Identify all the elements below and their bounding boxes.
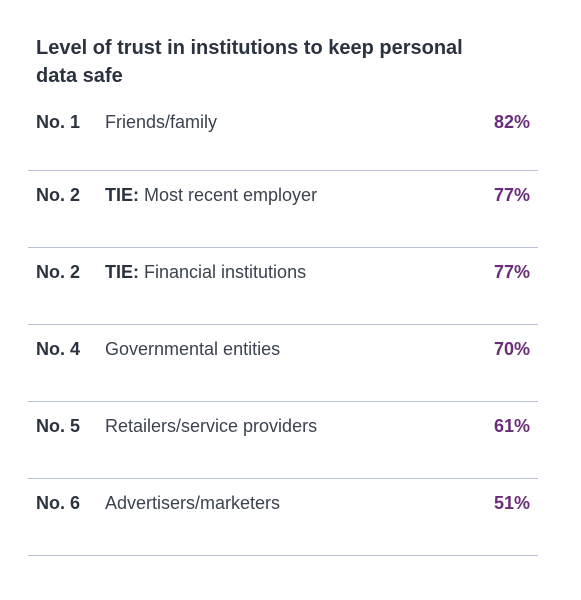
- row-divider: [28, 478, 538, 479]
- percent-value: 61%: [493, 416, 530, 436]
- institution-label: Friends/family: [105, 112, 217, 133]
- table-row: No. 4 Governmental entities 70%: [28, 325, 538, 402]
- table-row: No. 2 TIE: Financial institutions 77%: [28, 248, 538, 325]
- percent-value: 77%: [493, 262, 530, 282]
- institution-name: Most recent employer: [144, 185, 318, 205]
- institution-name: Retailers/service providers: [105, 416, 318, 436]
- institution-label: Governmental entities: [105, 339, 280, 360]
- ranking-list: No. 1 Friends/family 82% No. 2 TIE: Most rece…: [28, 112, 538, 556]
- table-row: No. 5 Retailers/service providers 61%: [28, 402, 538, 479]
- rank-label: No. 2: [36, 262, 81, 282]
- rank-label: No. 4: [36, 339, 81, 359]
- rank-label: No. 5: [36, 416, 81, 436]
- institution-name: Friends/family: [105, 112, 218, 132]
- percent-value: 77%: [493, 185, 530, 205]
- percent-value: 51%: [493, 493, 530, 513]
- rank-label: No. 1: [36, 112, 81, 132]
- institution-label: TIE: Financial institutions: [105, 262, 306, 283]
- row-divider: [28, 555, 538, 556]
- institution-label: Advertisers/marketers: [105, 493, 280, 514]
- institution-label: Retailers/service providers: [105, 416, 317, 437]
- institution-name: Advertisers/marketers: [105, 493, 281, 513]
- institution-label: TIE: Most recent employer: [105, 185, 317, 206]
- chart-title: Level of trust in institutions to keep p…: [36, 37, 463, 87]
- table-row: No. 1 Friends/family 82%: [28, 112, 538, 171]
- row-divider: [28, 170, 538, 171]
- rank-label: No. 6: [36, 493, 81, 513]
- table-row: No. 6 Advertisers/marketers 51%: [28, 479, 538, 556]
- tie-marker: TIE:: [105, 185, 139, 205]
- rank-label: No. 2: [36, 185, 81, 205]
- institution-name: Financial institutions: [144, 262, 307, 282]
- table-row: No. 2 TIE: Most recent employer 77%: [28, 171, 538, 248]
- institution-name: Governmental entities: [105, 339, 281, 359]
- tie-marker: TIE:: [105, 262, 139, 282]
- percent-value: 82%: [493, 112, 530, 132]
- row-divider: [28, 247, 538, 248]
- trust-table-card: Level of trust in institutions to keep p…: [28, 34, 538, 556]
- row-divider: [28, 401, 538, 402]
- percent-value: 70%: [493, 339, 530, 359]
- row-divider: [28, 324, 538, 325]
